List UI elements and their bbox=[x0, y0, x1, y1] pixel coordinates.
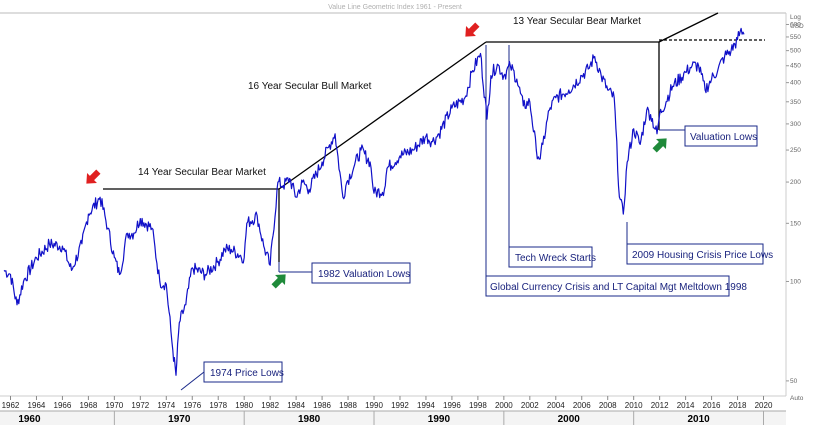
regime-label-1: 14 Year Secular Bear Market bbox=[138, 167, 266, 178]
decade-label: 2010 bbox=[687, 414, 710, 425]
y-tick-label: 600 bbox=[790, 21, 801, 28]
y-tick-label: 400 bbox=[790, 80, 801, 87]
x-tick-label: 1994 bbox=[417, 401, 435, 410]
y-tick-label: 350 bbox=[790, 99, 801, 106]
decade-label: 1960 bbox=[18, 414, 41, 425]
y-tick-label: 550 bbox=[790, 34, 801, 41]
x-tick-label: 2018 bbox=[729, 401, 747, 410]
y-unit-label: USD bbox=[790, 23, 804, 30]
y-tick-label: 150 bbox=[790, 220, 801, 227]
decade-label: 1970 bbox=[168, 414, 191, 425]
chart-title: Value Line Geometric Index 1961 - Presen… bbox=[328, 4, 462, 11]
x-tick-label: 2004 bbox=[547, 401, 565, 410]
index-line bbox=[3, 27, 745, 376]
x-tick-label: 2008 bbox=[599, 401, 617, 410]
y-scale-label: Log bbox=[790, 14, 801, 21]
x-tick-label: 1964 bbox=[28, 401, 46, 410]
arrow-markers bbox=[86, 22, 667, 289]
decade-label: 1980 bbox=[298, 414, 321, 425]
y-tick-label: 500 bbox=[790, 48, 801, 55]
annotation-leaders bbox=[180, 45, 685, 391]
x-tick-label: 1980 bbox=[235, 401, 253, 410]
red-arrow-icon bbox=[465, 22, 480, 37]
y-tick-label: 100 bbox=[790, 278, 801, 285]
x-tick-label: 1972 bbox=[131, 401, 149, 410]
regime-label-2: 16 Year Secular Bull Market bbox=[248, 81, 372, 92]
y-tick-label: 300 bbox=[790, 121, 801, 128]
annotation-1974: 1974 Price Lows bbox=[203, 361, 284, 383]
x-tick-label: 2002 bbox=[521, 401, 539, 410]
decade-band bbox=[0, 411, 786, 425]
annotation-techwreck: Tech Wreck Starts bbox=[508, 246, 596, 268]
x-tick-label: 1974 bbox=[157, 401, 175, 410]
x-tick-label: 2012 bbox=[651, 401, 669, 410]
x-tick-label: 2000 bbox=[495, 401, 513, 410]
x-tick-label: 1996 bbox=[443, 401, 461, 410]
regime-lines bbox=[103, 12, 765, 262]
y-tick-label: 200 bbox=[790, 179, 801, 186]
green-arrow-icon bbox=[271, 274, 286, 289]
auto-label: Auto bbox=[790, 395, 804, 402]
x-tick-label: 2020 bbox=[755, 401, 773, 410]
svg-text:1974 Price Lows: 1974 Price Lows bbox=[210, 368, 284, 379]
annotation-2009: 2009 Housing Crisis Price Lows bbox=[626, 243, 773, 265]
annotation-valuation: Valuation Lows bbox=[684, 125, 758, 147]
x-tick-label: 1978 bbox=[209, 401, 227, 410]
decade-label: 1990 bbox=[428, 414, 451, 425]
x-tick-label: 1986 bbox=[313, 401, 331, 410]
red-arrow-icon bbox=[86, 169, 101, 184]
svg-text:Valuation Lows: Valuation Lows bbox=[690, 132, 757, 143]
x-tick-label: 1998 bbox=[469, 401, 487, 410]
decade-label: 2000 bbox=[558, 414, 581, 425]
x-tick-label: 1984 bbox=[287, 401, 305, 410]
x-tick-label: 1992 bbox=[391, 401, 409, 410]
x-tick-label: 1962 bbox=[2, 401, 20, 410]
regime-4-diagonal bbox=[658, 12, 719, 43]
x-tick-label: 2010 bbox=[625, 401, 643, 410]
svg-text:Tech Wreck Starts: Tech Wreck Starts bbox=[515, 253, 596, 264]
y-tick-label: 50 bbox=[790, 378, 798, 385]
annotation-1998: Global Currency Crisis and LT Capital Mg… bbox=[485, 275, 747, 297]
leader-1974 bbox=[180, 371, 205, 391]
x-tick-label: 1976 bbox=[183, 401, 201, 410]
x-tick-label: 2006 bbox=[573, 401, 591, 410]
x-tick-label: 1966 bbox=[54, 401, 72, 410]
x-tick-label: 1970 bbox=[105, 401, 123, 410]
annotation-1982: 1982 Valuation Lows bbox=[311, 262, 411, 284]
x-tick-label: 1990 bbox=[365, 401, 383, 410]
svg-text:2009 Housing Crisis Price Lows: 2009 Housing Crisis Price Lows bbox=[632, 250, 773, 261]
y-tick-label: 450 bbox=[790, 63, 801, 70]
x-tick-label: 2016 bbox=[703, 401, 721, 410]
regime-label-3: 13 Year Secular Bear Market bbox=[513, 16, 641, 27]
x-tick-label: 1982 bbox=[261, 401, 279, 410]
decade-labels: 1960 1970 1980 1990 2000 2010 bbox=[18, 411, 765, 425]
x-tick-label: 1968 bbox=[79, 401, 97, 410]
x-axis-ticks: 1962 1964 1966 1968 1970 1972 1974 1976 1978 1980… bbox=[2, 396, 773, 410]
x-tick-label: 2014 bbox=[677, 401, 695, 410]
svg-text:1982 Valuation Lows: 1982 Valuation Lows bbox=[318, 269, 410, 280]
y-tick-label: 250 bbox=[790, 147, 801, 154]
svg-text:Global Currency Crisis and LT: Global Currency Crisis and LT Capital Mg… bbox=[490, 282, 747, 293]
x-tick-label: 1988 bbox=[339, 401, 357, 410]
y-axis-ticks: 600 550 500 450 400 350 300 250 200 150 100 50 bbox=[786, 21, 801, 385]
regime-2-diagonal bbox=[278, 41, 487, 190]
green-arrow-icon bbox=[652, 138, 667, 153]
